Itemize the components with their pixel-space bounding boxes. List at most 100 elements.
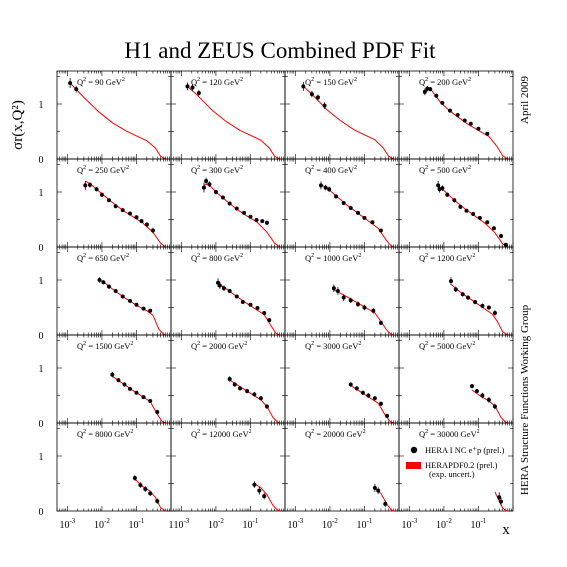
legend: HERA I NC e⁺p (prel.) HERAPDF0.2 (prel.)(… [406, 445, 504, 479]
panel: Q2 = 200 GeV2 [398, 70, 514, 160]
panel: Q2 = 30000 GeV2 [398, 422, 514, 512]
data-point [301, 84, 306, 89]
q2-label: Q2 = 8000 GeV2 [77, 429, 133, 439]
data-point [201, 185, 206, 190]
y-tick-labels: 0 1 0 1 0 1 0 1 0 1 [39, 100, 44, 518]
fit-curve [320, 184, 394, 248]
q2-label: Q2 = 150 GeV2 [305, 77, 357, 87]
data-point [227, 201, 232, 206]
data-point [315, 95, 320, 100]
data-point [245, 389, 250, 394]
data-point [462, 118, 467, 123]
data-point [257, 488, 262, 493]
data-point [477, 215, 482, 220]
x-tick-label: 10-2 [94, 517, 110, 531]
data-point [492, 404, 497, 409]
panel: Q2 = 250 GeV2 [56, 158, 172, 248]
data-point [354, 386, 359, 391]
x-tick-label: 10-3 [401, 517, 417, 531]
data-point [486, 305, 491, 310]
data-point [248, 302, 253, 307]
data-point [227, 289, 232, 293]
data-point [486, 397, 491, 402]
q2-label: Q2 = 400 GeV2 [305, 165, 357, 175]
data-point [468, 121, 473, 126]
y-axis-label-text: σr(x,Q²) [10, 100, 26, 150]
data-point [455, 113, 460, 117]
legend-fit-sublabel: (exp. uncert.) [429, 469, 475, 479]
data-point [360, 390, 365, 395]
data-point [499, 234, 504, 238]
data-point [440, 186, 445, 191]
data-point [255, 306, 260, 311]
x-tick-label: 10-1 [243, 517, 259, 531]
q2-label: Q2 = 1200 GeV2 [419, 253, 475, 263]
panel: Q2 = 3000 GeV2 [284, 334, 400, 424]
data-point [143, 487, 148, 491]
panel: Q2 = 1200 GeV2 [398, 246, 514, 336]
q2-label: Q2 = 300 GeV2 [191, 165, 243, 175]
panel-grid: Q2 = 90 GeV2 Q2 = 120 GeV2 Q2 = 150 GeV2 Q2… [56, 70, 514, 512]
data-point [356, 210, 361, 215]
data-point [448, 108, 453, 113]
data-point [428, 87, 433, 92]
data-point [94, 187, 99, 192]
y-tick-label: 1 [39, 276, 44, 287]
fit-curve [450, 284, 508, 336]
data-point [440, 100, 445, 105]
y-tick-label: 1 [39, 452, 44, 463]
data-point [466, 295, 471, 300]
y-tick-label: 0 [39, 331, 44, 342]
data-point [116, 378, 121, 383]
q2-label: Q2 = 20000 GeV2 [305, 429, 366, 439]
data-point [499, 499, 504, 504]
data-point [258, 396, 263, 401]
data-point [264, 220, 269, 225]
data-point [497, 495, 502, 500]
data-point [155, 499, 160, 504]
q2-label: Q2 = 30000 GeV2 [419, 429, 480, 439]
data-point [155, 410, 160, 414]
x-tick-label: 10-3 [59, 517, 75, 531]
data-point [260, 219, 265, 224]
data-point [240, 300, 245, 304]
data-point [372, 485, 377, 490]
data-point [120, 294, 125, 299]
data-point [134, 302, 139, 307]
data-point [148, 491, 153, 496]
data-point [471, 212, 476, 216]
data-point [252, 482, 257, 487]
y-tick-label: 0 [39, 419, 44, 430]
data-point [138, 483, 143, 488]
panel: Q2 = 90 GeV2 [56, 70, 172, 160]
data-point [485, 131, 490, 136]
x-axis-label: x [502, 522, 510, 538]
data-point [331, 286, 336, 291]
data-point [452, 198, 457, 203]
y-tick-label: 1 [39, 364, 44, 375]
data-point [141, 306, 146, 311]
q2-label: Q2 = 120 GeV2 [191, 77, 243, 87]
data-point [74, 87, 79, 92]
data-point [128, 386, 133, 391]
data-point [234, 206, 239, 211]
data-point [464, 208, 469, 213]
data-point [341, 201, 346, 205]
data-point [221, 286, 226, 291]
data-point [370, 220, 375, 225]
data-point [185, 84, 190, 89]
data-point [480, 303, 485, 308]
fit-curve [112, 375, 166, 424]
data-point [217, 283, 222, 288]
q2-label: Q2 = 3000 GeV2 [305, 341, 361, 351]
fit-curve [229, 379, 280, 424]
data-point [327, 187, 332, 192]
data-point [248, 214, 253, 219]
x-tick-label: 10-1 [129, 517, 145, 531]
data-point [385, 413, 390, 418]
data-point [144, 222, 149, 227]
panel: Q2 = 1000 GeV2 [284, 246, 400, 336]
y-tick-label: 1 [39, 100, 44, 111]
data-point [341, 295, 346, 300]
data-point [122, 382, 127, 387]
